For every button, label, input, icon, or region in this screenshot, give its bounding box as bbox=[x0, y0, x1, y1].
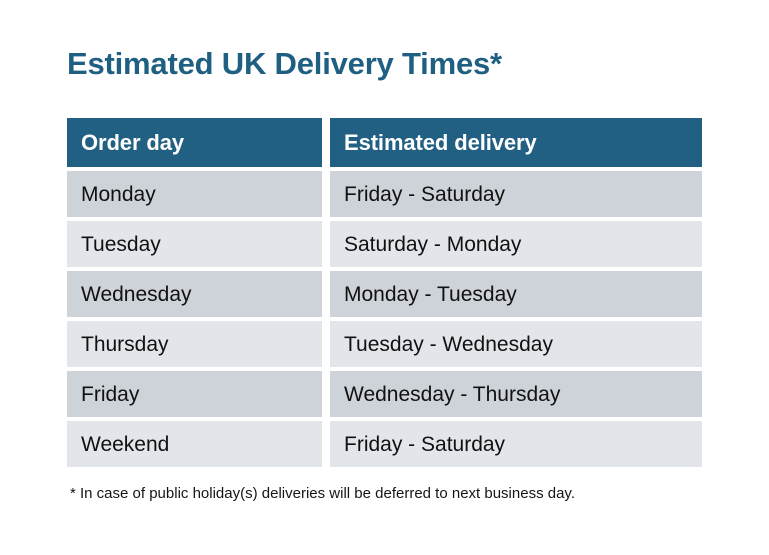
page-title: Estimated UK Delivery Times* bbox=[67, 46, 502, 81]
column-header-estimated-delivery: Estimated delivery bbox=[330, 118, 702, 167]
cell-order-day: Tuesday bbox=[67, 221, 322, 267]
footnote-text: * In case of public holiday(s) deliverie… bbox=[70, 485, 575, 502]
table-row: Friday Wednesday - Thursday bbox=[67, 371, 702, 417]
table-row: Monday Friday - Saturday bbox=[67, 171, 702, 217]
cell-order-day: Monday bbox=[67, 171, 322, 217]
table-row: Tuesday Saturday - Monday bbox=[67, 221, 702, 267]
column-header-order-day: Order day bbox=[67, 118, 322, 167]
cell-estimated-delivery: Saturday - Monday bbox=[330, 221, 702, 267]
cell-estimated-delivery: Wednesday - Thursday bbox=[330, 371, 702, 417]
cell-order-day: Weekend bbox=[67, 421, 322, 467]
cell-estimated-delivery: Monday - Tuesday bbox=[330, 271, 702, 317]
cell-estimated-delivery: Friday - Saturday bbox=[330, 421, 702, 467]
delivery-times-table: Order day Estimated delivery Monday Frid… bbox=[67, 118, 702, 471]
cell-estimated-delivery: Friday - Saturday bbox=[330, 171, 702, 217]
cell-order-day: Wednesday bbox=[67, 271, 322, 317]
cell-order-day: Friday bbox=[67, 371, 322, 417]
cell-order-day: Thursday bbox=[67, 321, 322, 367]
cell-estimated-delivery: Tuesday - Wednesday bbox=[330, 321, 702, 367]
table-header-row: Order day Estimated delivery bbox=[67, 118, 702, 167]
table-row: Thursday Tuesday - Wednesday bbox=[67, 321, 702, 367]
table-row: Weekend Friday - Saturday bbox=[67, 421, 702, 467]
table-row: Wednesday Monday - Tuesday bbox=[67, 271, 702, 317]
